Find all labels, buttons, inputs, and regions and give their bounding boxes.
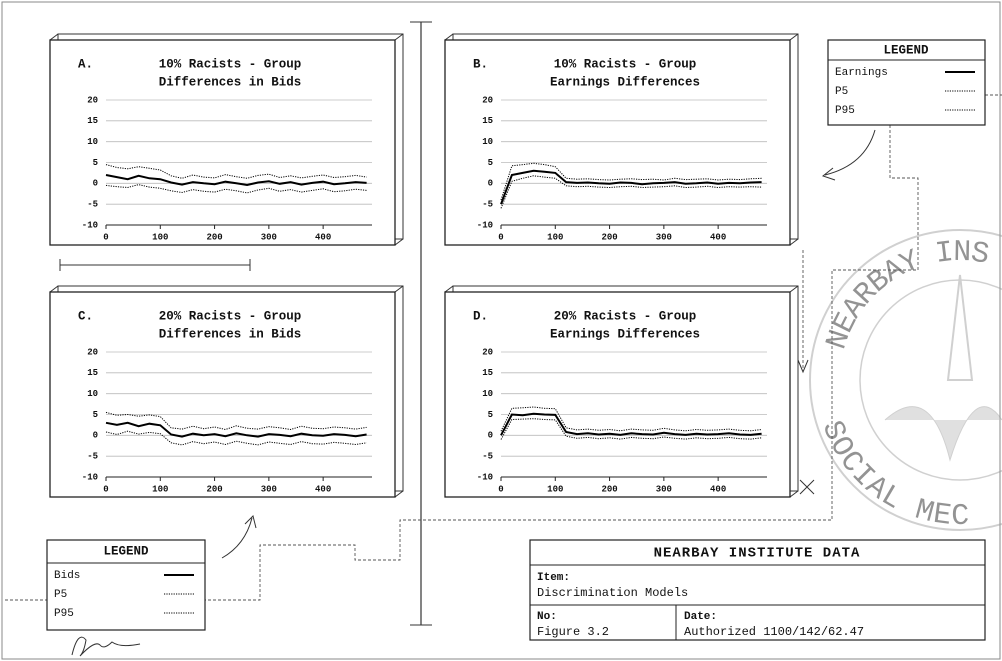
y-tick-label: 5 bbox=[488, 158, 493, 168]
info-value: Figure 3.2 bbox=[537, 625, 609, 639]
x-tick-label: 0 bbox=[103, 484, 108, 494]
info-label: Item: bbox=[537, 572, 570, 584]
y-tick-label: -10 bbox=[477, 220, 493, 230]
panel-label: D. bbox=[473, 309, 488, 323]
y-tick-label: -5 bbox=[482, 200, 493, 210]
y-tick-label: -5 bbox=[482, 452, 493, 462]
y-tick-label: 20 bbox=[482, 347, 493, 357]
x-tick-label: 100 bbox=[152, 232, 168, 242]
x-tick-label: 400 bbox=[315, 484, 331, 494]
x-tick-label: 300 bbox=[261, 484, 277, 494]
legend-label: Bids bbox=[54, 570, 80, 582]
legend-label: P5 bbox=[835, 86, 848, 98]
y-tick-label: 10 bbox=[482, 137, 493, 147]
chart-title: 20% Racists - Group bbox=[554, 309, 697, 323]
info-value: Discrimination Models bbox=[537, 586, 688, 600]
y-tick-label: 10 bbox=[87, 389, 98, 399]
chart-title: Differences in Bids bbox=[159, 327, 302, 341]
y-tick-label: -10 bbox=[477, 472, 493, 482]
x-tick-label: 300 bbox=[656, 484, 672, 494]
panel-label: B. bbox=[473, 57, 488, 71]
panel-label: A. bbox=[78, 57, 93, 71]
legend-label: P95 bbox=[835, 105, 855, 117]
chart-panel: B. 10% Racists - Group Earnings Difference… bbox=[445, 34, 798, 245]
y-tick-label: 0 bbox=[488, 431, 493, 441]
legend-title: LEGEND bbox=[883, 43, 929, 57]
x-tick-label: 0 bbox=[498, 232, 503, 242]
x-tick-label: 400 bbox=[710, 484, 726, 494]
y-tick-label: 5 bbox=[93, 158, 98, 168]
chart-title: Earnings Differences bbox=[550, 327, 700, 341]
info-label: No: bbox=[537, 611, 557, 623]
chart-panel: D. 20% Racists - Group Earnings Difference… bbox=[445, 286, 798, 497]
y-tick-label: 15 bbox=[87, 368, 98, 378]
x-tick-label: 100 bbox=[152, 484, 168, 494]
y-tick-label: -10 bbox=[82, 472, 98, 482]
y-tick-label: 0 bbox=[93, 179, 98, 189]
x-tick-label: 400 bbox=[315, 232, 331, 242]
x-tick-label: 200 bbox=[206, 232, 222, 242]
y-tick-label: 15 bbox=[87, 116, 98, 126]
x-tick-label: 200 bbox=[206, 484, 222, 494]
chart-panel: C. 20% Racists - Group Differences in Bids… bbox=[50, 286, 403, 497]
x-tick-label: 200 bbox=[601, 232, 617, 242]
chart-title: Differences in Bids bbox=[159, 75, 302, 89]
info-label: Date: bbox=[684, 611, 717, 623]
x-tick-label: 100 bbox=[547, 484, 563, 494]
legend-label: P95 bbox=[54, 608, 74, 620]
info-title: NEARBAY INSTITUTE DATA bbox=[654, 546, 861, 562]
chart-title: 10% Racists - Group bbox=[554, 57, 697, 71]
y-tick-label: 5 bbox=[488, 410, 493, 420]
x-tick-label: 300 bbox=[261, 232, 277, 242]
y-tick-label: -10 bbox=[82, 220, 98, 230]
chart-title: Earnings Differences bbox=[550, 75, 700, 89]
y-tick-label: 10 bbox=[87, 137, 98, 147]
chart-panel: A. 10% Racists - Group Differences in Bids… bbox=[50, 34, 403, 245]
figure-page: NEARBAY INS SOCIAL MEC LEGEND LEGEND NEA… bbox=[0, 0, 1002, 661]
x-tick-label: 400 bbox=[710, 232, 726, 242]
y-tick-label: 15 bbox=[482, 368, 493, 378]
info-box: NEARBAY INSTITUTE DATA Item: Discriminat… bbox=[530, 540, 985, 640]
x-tick-label: 200 bbox=[601, 484, 617, 494]
y-tick-label: -5 bbox=[87, 452, 98, 462]
y-tick-label: 10 bbox=[482, 389, 493, 399]
chart-title: 10% Racists - Group bbox=[159, 57, 302, 71]
chart-title: 20% Racists - Group bbox=[159, 309, 302, 323]
x-tick-label: 300 bbox=[656, 232, 672, 242]
y-tick-label: 5 bbox=[93, 410, 98, 420]
y-tick-label: 20 bbox=[482, 95, 493, 105]
panel-label: C. bbox=[78, 309, 93, 323]
legend-label: Earnings bbox=[835, 67, 888, 79]
y-tick-label: -5 bbox=[87, 200, 98, 210]
y-tick-label: 0 bbox=[93, 431, 98, 441]
y-tick-label: 0 bbox=[488, 179, 493, 189]
y-tick-label: 20 bbox=[87, 95, 98, 105]
legend-title: LEGEND bbox=[103, 544, 149, 558]
y-tick-label: 20 bbox=[87, 347, 98, 357]
x-tick-label: 100 bbox=[547, 232, 563, 242]
x-tick-label: 0 bbox=[103, 232, 108, 242]
y-tick-label: 15 bbox=[482, 116, 493, 126]
x-tick-label: 0 bbox=[498, 484, 503, 494]
info-value: Authorized 1100/142/62.47 bbox=[684, 625, 864, 639]
legend-label: P5 bbox=[54, 589, 67, 601]
